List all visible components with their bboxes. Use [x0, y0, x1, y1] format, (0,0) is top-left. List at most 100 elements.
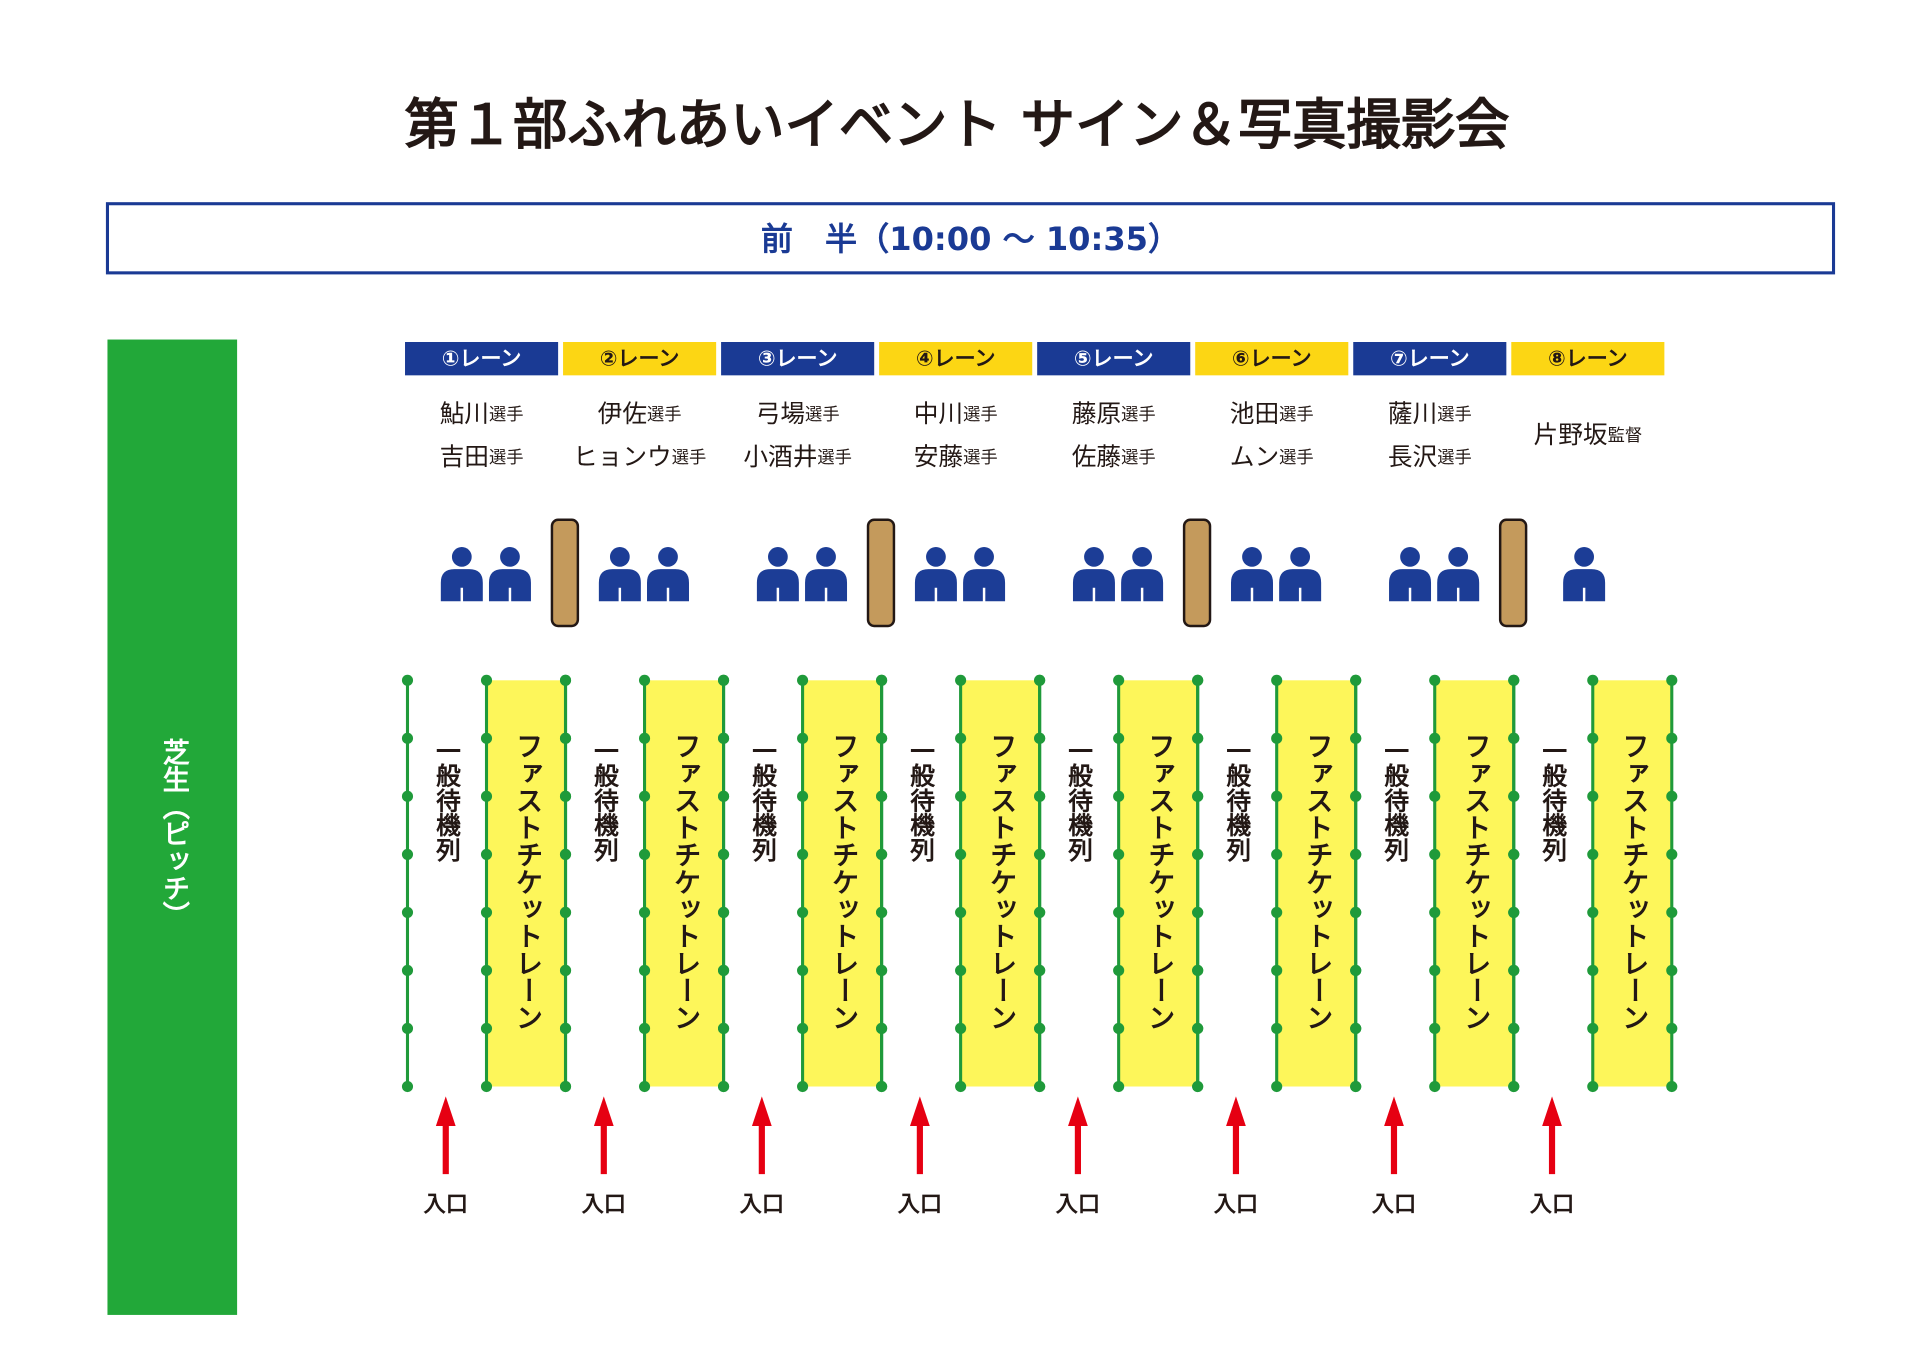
player-surname: 安藤: [914, 442, 963, 471]
person-head: [1448, 546, 1469, 567]
rope-post: [1271, 732, 1283, 744]
rope-post: [559, 906, 572, 918]
fast-lane-label: ファストチケットレーン: [1459, 732, 1491, 1031]
player-name: 弓場選手: [756, 399, 840, 428]
person-body: [1389, 569, 1432, 602]
fast-lane-label: ファストチケットレーン: [1301, 732, 1333, 1031]
person-head: [609, 546, 630, 567]
rope-post: [1113, 964, 1125, 977]
player-name: ムン選手: [1230, 442, 1314, 471]
player-surname: 薩川: [1388, 399, 1437, 428]
rope-post: [1034, 732, 1046, 744]
player-surname: 伊佐: [598, 399, 647, 428]
player-name: 佐藤選手: [1072, 442, 1156, 471]
rope-post: [955, 848, 967, 860]
rope-post: [1034, 848, 1046, 860]
rope-post: [876, 674, 888, 686]
player-name: 吉田選手: [440, 442, 524, 471]
person-head: [1084, 546, 1104, 567]
person-body: [756, 569, 799, 602]
rope-post: [480, 964, 493, 977]
entrance-arrow-head: [593, 1096, 614, 1127]
player-role: 選手: [1279, 405, 1314, 425]
player-role: 選手: [1437, 405, 1472, 425]
queue-label: 一般待機列: [432, 738, 461, 862]
rope-post: [1192, 1022, 1204, 1035]
lane-label: ③レーン: [758, 346, 838, 370]
person-head: [451, 546, 472, 567]
queue-label: 一般待機列: [1065, 738, 1094, 862]
player-surname: 長沢: [1388, 442, 1438, 471]
entrance-arrow-head: [1384, 1096, 1404, 1127]
rope-post: [797, 906, 809, 918]
player-name: 伊佐選手: [598, 399, 682, 428]
rope-post: [1271, 848, 1283, 860]
entrance-label: 入口: [1056, 1192, 1100, 1218]
rope-post: [638, 1022, 651, 1035]
entrance-label: 入口: [898, 1192, 942, 1218]
queue-label: 一般待機列: [1381, 738, 1410, 862]
player-surname: 片野坂: [1534, 420, 1608, 449]
rope-post: [1587, 906, 1599, 918]
player-name: ヒョンウ選手: [573, 442, 706, 471]
entrance-label: 入口: [582, 1192, 626, 1218]
lane-header: [563, 342, 717, 376]
player-surname: 池田: [1230, 399, 1279, 428]
queue-label: 一般待機列: [907, 738, 936, 862]
player-name: 長沢選手: [1388, 442, 1472, 471]
rope-post: [718, 732, 730, 744]
lane-label: ②レーン: [600, 346, 680, 370]
rope-post: [1350, 964, 1362, 977]
lane-header: [1511, 342, 1665, 376]
rope-post: [480, 1080, 493, 1093]
rope-post: [1508, 1080, 1520, 1093]
fast-lane-area: [1118, 680, 1198, 1087]
player-name: 薩川選手: [1388, 399, 1472, 428]
divider-table: [1182, 518, 1212, 628]
rope-post: [955, 790, 967, 802]
title: 第１部ふれあいイベント サイン＆写真撮影会: [404, 94, 1510, 157]
player-name: 片野坂監督: [1534, 420, 1643, 449]
rope-post: [1192, 732, 1204, 744]
rope-post: [1666, 1080, 1678, 1093]
rope-post: [955, 964, 967, 977]
rope-post: [1034, 1022, 1046, 1035]
player-role: 選手: [1437, 448, 1472, 468]
rope-post: [1192, 1080, 1204, 1093]
entrance-label: 入口: [1530, 1192, 1574, 1218]
player-surname: 中川: [914, 399, 963, 428]
entrance-label: 入口: [1372, 1192, 1416, 1218]
rope-post: [559, 1080, 572, 1093]
player-surname: 吉田: [440, 442, 489, 471]
rope-post: [559, 848, 572, 860]
fast-lane-label: ファストチケットレーン: [985, 732, 1017, 1031]
player-role: 選手: [489, 405, 524, 425]
rope-post: [876, 906, 888, 918]
rope-post: [797, 848, 809, 860]
rope-post: [1034, 1080, 1046, 1093]
player-role: 選手: [1279, 448, 1314, 468]
fast-lane-area: [1434, 680, 1514, 1087]
rope-post: [876, 1022, 888, 1035]
entrance-arrow-head: [909, 1096, 930, 1127]
person-head: [816, 546, 836, 567]
lane-header: [721, 342, 875, 376]
rope-post: [718, 906, 730, 918]
rope-post: [797, 732, 809, 744]
rope-post: [955, 1022, 967, 1035]
fast-lane-area: [1592, 680, 1672, 1087]
player-role: 選手: [963, 448, 998, 468]
person-body: [963, 569, 1006, 602]
rope-post: [1429, 1022, 1441, 1035]
rope-post: [401, 1080, 414, 1093]
rope-post: [480, 848, 493, 860]
person-body: [914, 569, 957, 602]
rope-post: [1113, 1022, 1125, 1035]
rope-post: [638, 848, 651, 860]
entrance-arrow-head: [1542, 1096, 1562, 1127]
player-role: 選手: [489, 448, 524, 468]
pitch-label: 芝生（ピッチ）: [157, 738, 190, 928]
rope-post: [1350, 1080, 1362, 1093]
